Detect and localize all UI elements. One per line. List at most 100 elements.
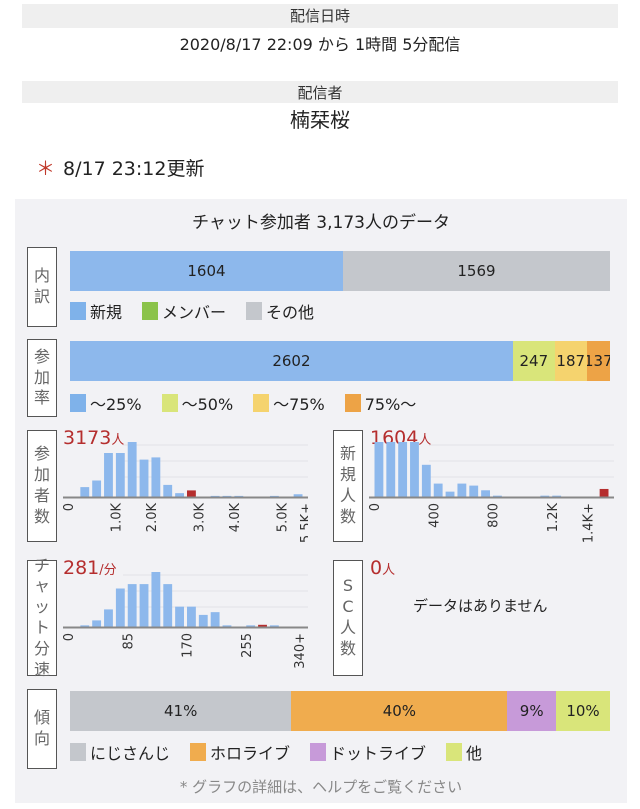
histogram-bar xyxy=(421,464,431,497)
label-char: 人 xyxy=(339,618,356,637)
tick-label: 5.5K+ xyxy=(299,503,308,543)
tick-label: 2.0K xyxy=(145,503,160,533)
bar-segment: 2602 xyxy=(70,341,513,381)
histogram-bar xyxy=(410,442,419,497)
legend-swatch xyxy=(253,394,270,412)
tick-label: 170 xyxy=(181,633,196,658)
histogram-bar xyxy=(269,495,279,497)
histogram-bar xyxy=(92,620,102,627)
label-char: 参 xyxy=(33,444,50,464)
label-char: 数 xyxy=(339,506,356,526)
histogram-bar xyxy=(210,495,220,497)
sc-no-data: データはありません xyxy=(413,597,548,615)
legend-swatch xyxy=(70,302,86,320)
breakdown-label: 内訳 xyxy=(27,247,57,327)
label-char: 内 xyxy=(33,266,50,286)
histogram-bar xyxy=(163,484,173,497)
histogram-bar xyxy=(187,606,196,627)
bar-segment: 187 xyxy=(554,341,587,381)
histogram-bar xyxy=(540,495,550,497)
legend-swatch xyxy=(344,394,361,412)
label-char: C xyxy=(342,597,354,617)
legend-item: その他 xyxy=(246,299,314,323)
histogram-bar-current xyxy=(258,624,267,627)
speed-total: 281/分 xyxy=(63,557,117,579)
histogram-bar xyxy=(433,483,443,497)
legend-item: ～25% xyxy=(70,391,142,415)
histogram-bar xyxy=(210,612,220,627)
histogram-bar xyxy=(234,495,244,497)
legend-item: メンバー xyxy=(142,299,226,323)
histogram-bar xyxy=(139,459,149,497)
tendency-bar: 41% 40% 9% 10% xyxy=(70,691,610,731)
label-char: 加 xyxy=(33,465,50,485)
histogram-bar xyxy=(493,495,502,497)
legend-item: 新規 xyxy=(70,299,122,323)
legend-swatch xyxy=(310,743,327,761)
legend-swatch xyxy=(190,743,207,761)
legend-label: ～75% xyxy=(273,395,325,414)
histogram-bar xyxy=(293,494,303,497)
histogram-bar xyxy=(163,584,173,627)
legend-label: その他 xyxy=(266,303,315,322)
label-char: 数 xyxy=(339,638,356,658)
histogram-bar xyxy=(457,483,467,497)
histogram-bar xyxy=(127,584,137,627)
label-char: 傾 xyxy=(33,708,50,728)
bar-segment: 9% xyxy=(507,691,556,731)
legend-item: 75%～ xyxy=(344,391,416,415)
label-char: 新 xyxy=(339,444,356,464)
bar-segment: 1569 xyxy=(342,251,610,291)
label-char: 数 xyxy=(33,506,50,526)
label-char: ト xyxy=(33,618,50,637)
histogram-bar xyxy=(374,442,384,497)
streamer-label: 配信者 xyxy=(22,81,618,103)
participants-total: 3173人 xyxy=(63,427,125,449)
chat-data-panel: チャット参加者 3,173人のデータ 内訳 1604 1569 新規 メンバー その他… xyxy=(15,199,627,803)
legend-label: ホロライブ xyxy=(210,744,291,763)
histogram-bar xyxy=(104,609,113,627)
tick-label: 1.0K xyxy=(109,503,124,533)
tick-label: 800 xyxy=(487,503,502,528)
new-histogram: 0 400 800 1.2K 1.4K+ xyxy=(369,431,614,549)
bar-segment: 40% xyxy=(291,691,508,731)
legend-item: ～75% xyxy=(253,391,325,415)
label-char: ッ xyxy=(33,597,50,617)
label-char: 分 xyxy=(33,638,50,658)
label-char: S xyxy=(342,576,354,596)
tick-label: 340+ xyxy=(293,633,308,669)
bar-segment: 247 xyxy=(512,341,555,381)
label-char: 訳 xyxy=(33,287,50,306)
histogram-bar xyxy=(222,495,232,497)
legend-label: ドットライブ xyxy=(330,744,427,763)
histogram-bar xyxy=(139,584,149,627)
histogram-bar xyxy=(151,572,161,627)
histogram-bar xyxy=(104,453,113,497)
label-char: ャ xyxy=(33,576,50,596)
histogram-bar xyxy=(269,625,279,627)
label-char: チ xyxy=(33,555,50,575)
tendency-legend: にじさんじ ホロライブ ドットライブ 他 xyxy=(70,740,502,764)
bar-segment: 41% xyxy=(70,691,292,731)
legend-item: 他 xyxy=(446,740,482,764)
tick-label: 1.2K xyxy=(546,503,561,533)
legend-swatch xyxy=(142,302,159,320)
bar-segment: 137 xyxy=(586,341,610,381)
legend-label: ～25% xyxy=(90,395,142,414)
histogram-bar xyxy=(115,588,125,627)
participants-histogram: 0 1.0K 2.0K 3.0K 4.0K 5.0K 5.5K+ xyxy=(63,431,308,549)
histogram-bar xyxy=(198,614,208,627)
update-time: ＊ 8/17 23:12更新 xyxy=(36,154,204,181)
legend-item: ドットライブ xyxy=(310,740,426,764)
bar-segment: 10% xyxy=(555,691,610,731)
histogram-bar xyxy=(398,442,408,497)
legend-label: にじさんじ xyxy=(90,744,171,763)
label-char: 加 xyxy=(33,367,50,387)
histogram-bar xyxy=(246,625,256,627)
new-label: 新規人数 xyxy=(333,430,363,542)
tick-label: 85 xyxy=(121,633,136,650)
label-char: 向 xyxy=(33,729,50,748)
histogram-bar xyxy=(222,625,232,627)
histogram-bar xyxy=(151,457,161,497)
